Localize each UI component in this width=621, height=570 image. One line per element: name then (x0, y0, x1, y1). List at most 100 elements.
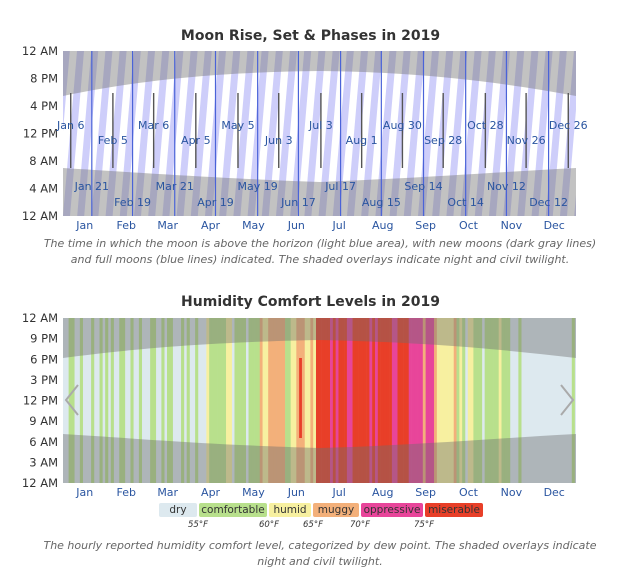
humidity-day-column (279, 318, 283, 483)
humidity-day-column (394, 318, 398, 483)
humidity-day-column (324, 318, 328, 483)
month-label: Sep (415, 219, 436, 232)
month-label: Dec (544, 486, 565, 499)
humidity-day-column (360, 318, 365, 483)
humidity-day-column (459, 318, 463, 483)
humidity-day-column (456, 318, 460, 483)
humidity-day-column (375, 318, 379, 483)
month-label: Jun (287, 219, 305, 232)
humidity-day-column (428, 318, 432, 483)
humidity-day-column (330, 318, 334, 483)
humidity-day-column (462, 318, 466, 483)
humidity-day-column (79, 318, 83, 483)
month-label: Aug (372, 219, 393, 232)
legend-oppressive: oppressive (361, 503, 423, 517)
humidity-day-column (181, 318, 185, 483)
moon-up-band (389, 51, 411, 216)
month-label: Jul (332, 486, 346, 499)
humidity-day-column (425, 318, 429, 483)
month-label: Jan (75, 219, 93, 232)
humidity-day-column (389, 318, 393, 483)
new-moon-label: Sep 28 (424, 134, 462, 147)
humidity-day-column (310, 318, 314, 483)
moon-up-band (276, 51, 297, 216)
moon-up-band (219, 51, 241, 216)
humidity-day-column (307, 318, 311, 483)
humidity-day-column (417, 318, 421, 483)
humidity-day-column (436, 318, 440, 483)
humidity-day-column (495, 318, 499, 483)
full-moon-label: May 19 (238, 180, 278, 193)
humidity-day-column (138, 318, 143, 483)
moon-up-band (176, 51, 198, 216)
legend-muggy: muggy (313, 503, 359, 517)
humidity-day-column (431, 318, 435, 483)
month-label: Oct (459, 219, 479, 232)
full-moon-label: Dec 12 (529, 196, 568, 209)
humidity-day-column (105, 318, 109, 483)
humidity-day-column (169, 318, 173, 483)
humidity-day-column (296, 318, 300, 483)
moon-up-band (148, 51, 170, 216)
new-moon-label: Feb 5 (98, 134, 128, 147)
moon-chart-title: Moon Rise, Set & Phases in 2019 (180, 28, 441, 44)
y-tick-label: 6 PM (30, 352, 58, 366)
humidity-evening-overlay (63, 318, 576, 358)
humidity-day-column (504, 318, 508, 483)
humidity-day-column (476, 318, 480, 483)
humidity-day-column (400, 318, 404, 483)
moon-up-band (63, 51, 84, 216)
humidity-chart-caption: The hourly reported humidity comfort lev… (43, 539, 597, 568)
humidity-day-column (68, 318, 72, 483)
new-moon-label: Oct 28 (467, 119, 504, 132)
humidity-day-column (161, 318, 165, 483)
humidity-day-column (335, 318, 339, 483)
humidity-day-column (372, 318, 376, 483)
full-moon-label: Nov 12 (487, 180, 526, 193)
full-moon-label: Jun 17 (280, 196, 316, 209)
humidity-day-column (501, 318, 505, 483)
y-tick-label: 9 AM (29, 414, 58, 428)
legend-threshold: 55°F (188, 520, 208, 530)
humidity-day-column (301, 318, 306, 483)
full-moon-label: Aug 15 (362, 196, 401, 209)
humidity-day-column (254, 318, 258, 483)
legend-comfortable: comfortable (199, 503, 267, 517)
humidity-day-column (259, 318, 263, 483)
morning-night-overlay (63, 168, 576, 216)
humidity-day-column (234, 318, 238, 483)
moon-up-band (347, 51, 368, 216)
month-label: May (242, 219, 265, 232)
humidity-day-column (223, 318, 227, 483)
humidity-day-column (498, 318, 502, 483)
humidity-day-column (422, 318, 426, 483)
humidity-day-column (214, 318, 218, 483)
scroll-left-icon[interactable] (62, 382, 82, 418)
y-tick-label: 4 PM (30, 99, 58, 113)
moon-chart: 12 AM 8 PM 4 PM 12 PM 8 AM 4 AM 12 AM Jan Feb Ma… (22, 44, 588, 232)
humidity-day-column (386, 318, 390, 483)
humidity-day-column (490, 318, 494, 483)
month-label: Oct (459, 486, 479, 499)
month-label: Aug (372, 486, 393, 499)
humidity-day-column (287, 318, 291, 483)
legend-threshold: 65°F (303, 520, 323, 530)
humidity-day-column (448, 318, 452, 483)
moon-up-band (134, 51, 155, 216)
month-label: Jul (332, 219, 346, 232)
month-label: Feb (117, 486, 136, 499)
moon-up-band (290, 51, 312, 216)
humidity-day-column (391, 318, 395, 483)
moon-up-band (403, 51, 425, 216)
y-tick-label: 3 AM (29, 455, 58, 469)
moon-up-band (162, 51, 184, 216)
humidity-day-column (346, 318, 351, 483)
humidity-day-column (487, 318, 491, 483)
new-moon-label: Aug 1 (346, 134, 378, 147)
month-label: Jun (287, 486, 305, 499)
humidity-day-column (338, 318, 342, 483)
humidity-day-column (71, 318, 75, 483)
humidity-day-column (315, 318, 320, 483)
scroll-right-icon[interactable] (557, 382, 577, 418)
